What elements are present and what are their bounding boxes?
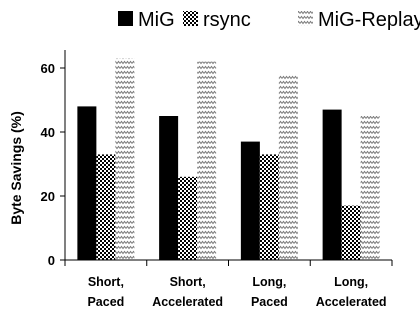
legend-label-mig: MiG [138, 9, 175, 31]
y-axis: 0 20 40 60 [41, 50, 66, 268]
legend-label-rsync: rsync [203, 9, 251, 31]
legend-label-mig-replay: MiG-Replay [318, 9, 420, 31]
bars [77, 58, 380, 261]
x-tick-label: Long, Accelerated [316, 275, 387, 309]
y-tick-label: 0 [48, 253, 55, 268]
bar-rsync-1 [96, 154, 116, 260]
legend-swatch-rsync [183, 11, 198, 26]
bar-mig-replay-1 [115, 58, 135, 261]
y-tick-label: 40 [41, 125, 55, 140]
bar-mig-1 [77, 106, 97, 261]
bar-mig-2 [159, 116, 179, 260]
x-tick-label: Short, Accelerated [152, 275, 223, 309]
bar-rsync-2 [178, 176, 198, 260]
y-tick-label: 60 [41, 61, 55, 76]
bar-rsync-3 [259, 154, 279, 260]
bar-mig-4 [322, 109, 342, 260]
bar-mig-3 [240, 141, 260, 260]
x-tick-label: Short, Paced [87, 275, 124, 309]
bar-mig-replay-2 [197, 61, 217, 260]
y-tick-label: 20 [41, 189, 55, 204]
x-axis: Short, Paced Short, Accelerated Long, Paced Lo… [64, 259, 393, 309]
legend: MiG rsync MiG-Replay [118, 9, 420, 31]
legend-swatch-mig [118, 11, 133, 26]
legend-swatch-mig-replay [298, 11, 313, 26]
x-tick-label: Long, Paced [251, 275, 288, 309]
bar-mig-replay-3 [278, 74, 298, 261]
bar-mig-replay-4 [360, 116, 380, 260]
bar-rsync-4 [341, 205, 361, 260]
y-axis-label: Byte Savings (%) [8, 111, 24, 225]
